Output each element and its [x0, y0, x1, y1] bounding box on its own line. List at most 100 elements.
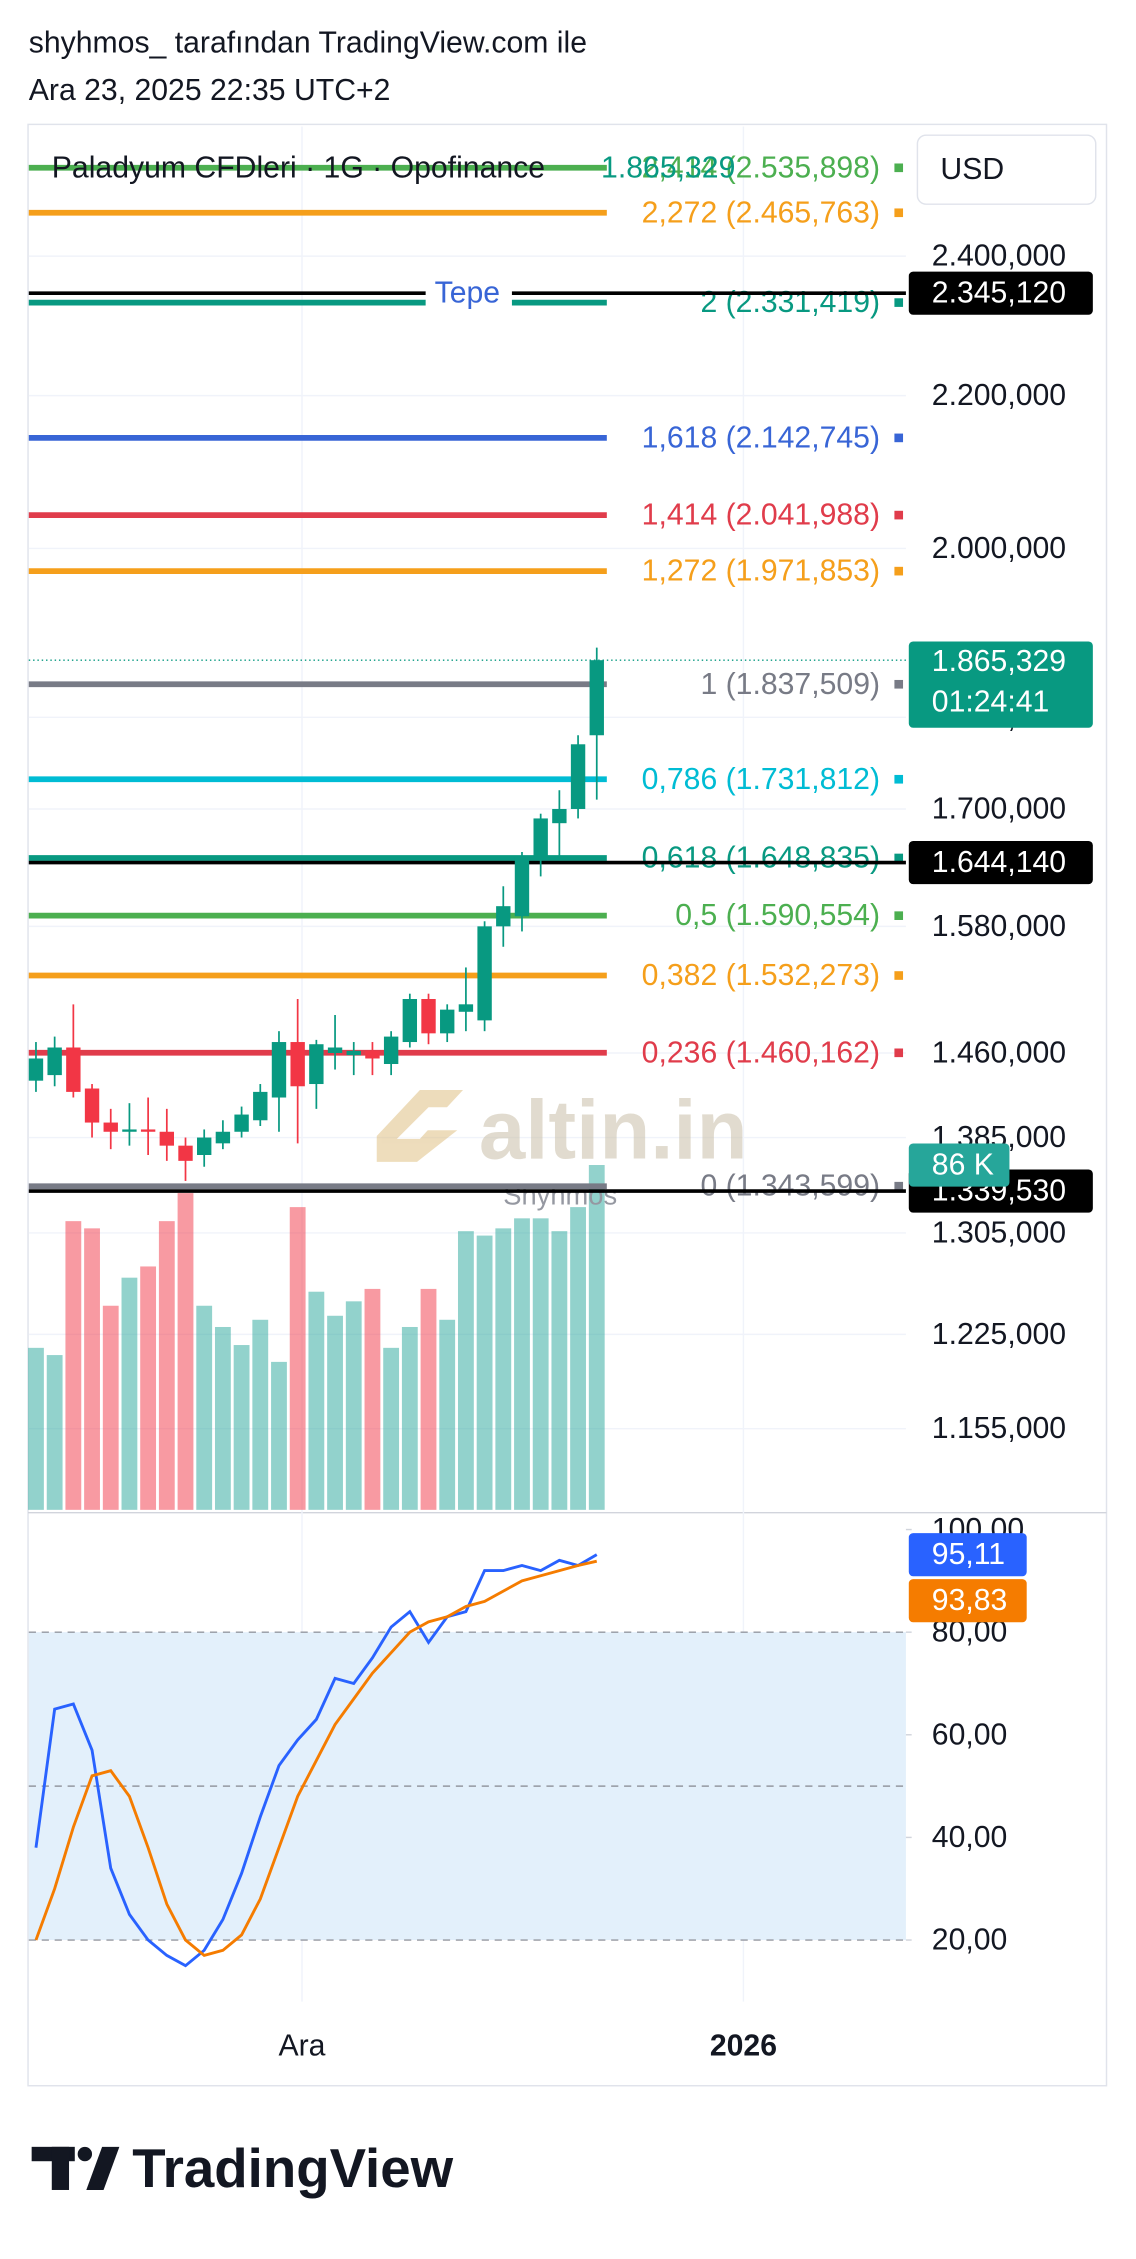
candle-body: [197, 1137, 212, 1155]
volume-bar: [495, 1228, 512, 1510]
fib-label: 2,272 (2.465,763): [642, 196, 880, 229]
volume-bar: [532, 1218, 549, 1510]
fib-label: 0,5 (1.590,554): [675, 899, 880, 932]
fib-marker: [894, 298, 904, 307]
candle-body: [327, 1047, 343, 1053]
oscillator-badge: 93,83: [932, 1584, 1008, 1617]
volume-bar: [121, 1277, 138, 1510]
candle-body: [496, 906, 511, 927]
fib-marker: [894, 911, 904, 920]
author-line: shyhmos_ tarafından TradingView.com ile: [29, 27, 587, 60]
candle-body: [533, 818, 548, 857]
volume-bar: [476, 1235, 493, 1510]
candle-body: [234, 1114, 249, 1132]
volume-bar: [383, 1347, 400, 1510]
volume-bar: [327, 1315, 343, 1510]
candle-body: [383, 1036, 399, 1065]
price-badge: 2.345,120: [932, 277, 1066, 310]
volume-bar: [102, 1305, 119, 1510]
fib-marker: [894, 679, 904, 689]
volume-bar: [84, 1228, 100, 1510]
candle-body: [122, 1129, 137, 1132]
fib-marker: [894, 510, 904, 520]
candle-body: [271, 1042, 287, 1098]
y-tick-label: 2.400,000: [932, 240, 1066, 273]
y-tick-label: 2.200,000: [932, 379, 1066, 412]
fib-marker: [894, 208, 904, 218]
candle-body: [215, 1131, 231, 1144]
fib-marker: [894, 1048, 904, 1058]
last-price-badge: 1.865,329: [932, 645, 1066, 678]
candle-body: [253, 1091, 268, 1121]
volume-bar: [364, 1288, 381, 1510]
candle-body: [66, 1047, 81, 1092]
volume-bar: [439, 1319, 456, 1510]
volume-bar: [457, 1231, 474, 1510]
volume-bar: [158, 1221, 175, 1510]
y-tick-label: 2.000,000: [932, 532, 1066, 565]
fib-marker: [894, 774, 904, 784]
y-tick-label: 1.580,000: [932, 910, 1066, 943]
brand-logo: [31, 2146, 120, 2190]
fib-marker: [894, 163, 904, 173]
fib-label: 0,618 (1.648,835): [642, 841, 880, 874]
volume-bar: [196, 1305, 213, 1510]
fib-label: 1,618 (2.142,745): [642, 421, 880, 454]
oscillator-tick-label: 20,00: [932, 1924, 1008, 1957]
candle-body: [309, 1044, 324, 1085]
watermark: altin.in: [479, 1084, 748, 1177]
countdown: 01:24:41: [932, 685, 1050, 718]
date-line: Ara 23, 2025 22:35 UTC+2: [29, 74, 391, 107]
volume-bar: [345, 1301, 362, 1510]
candle-body: [103, 1122, 118, 1132]
fib-marker: [894, 1181, 904, 1191]
candle-body: [477, 926, 492, 1021]
volume-bar: [28, 1347, 44, 1510]
volume-bar: [551, 1231, 568, 1510]
volume-bar: [65, 1221, 82, 1510]
volume-bar: [140, 1266, 157, 1510]
volume-bar: [420, 1288, 437, 1510]
legend-price: 1.865,329: [601, 152, 735, 185]
y-tick-label: 1.700,000: [932, 792, 1066, 825]
candle-body: [552, 808, 567, 824]
candle-body: [365, 1050, 380, 1059]
fib-marker: [894, 853, 904, 863]
volume-bar: [588, 1165, 605, 1510]
candle-body: [290, 1042, 305, 1087]
volume-bar: [514, 1218, 530, 1510]
x-tick-label: Ara: [278, 2030, 325, 2063]
volume-bar: [233, 1345, 250, 1510]
oscillator-tick-label: 60,00: [932, 1718, 1008, 1751]
volume-bar: [401, 1326, 418, 1510]
candle-body: [514, 856, 530, 917]
volume-badge-bg: [908, 1143, 1010, 1187]
fib-label: 2,414 (2.535,898): [642, 151, 880, 184]
oscillator-badge: 95,11: [932, 1538, 1005, 1571]
candle-body: [440, 1009, 455, 1034]
volume-bar: [570, 1207, 586, 1510]
volume-bar: [271, 1361, 287, 1510]
brand-name: TradingView: [132, 2138, 453, 2199]
x-tick-label: 2026: [710, 2030, 777, 2063]
candle-body: [458, 1004, 474, 1012]
price-badge-bg: [908, 271, 1093, 315]
oscillator-tick-label: 40,00: [932, 1821, 1008, 1854]
volume-bar: [289, 1207, 306, 1510]
fib-marker: [894, 971, 904, 980]
price-line-label-bg: [425, 277, 512, 307]
fib-label: 1 (1.837,509): [700, 668, 880, 701]
oscillator-badge-bg: [908, 1579, 1027, 1623]
currency-box: [916, 134, 1097, 205]
fib-label: 0 (1.343,599): [700, 1170, 880, 1203]
fib-label: 2 (2.331,419): [700, 286, 880, 319]
chart-layer: Ara20262.400,0002.200,0002.000,0001.800,…: [28, 126, 1097, 2063]
last-price-badge-bg: [908, 641, 1093, 728]
currency-label: USD: [940, 153, 1004, 186]
altin-logo: [376, 1089, 464, 1162]
chart-title: Paladyum CFDleri · 1G · Opofinance: [52, 152, 545, 185]
volume-bar: [46, 1355, 63, 1510]
candle-body: [28, 1058, 44, 1081]
